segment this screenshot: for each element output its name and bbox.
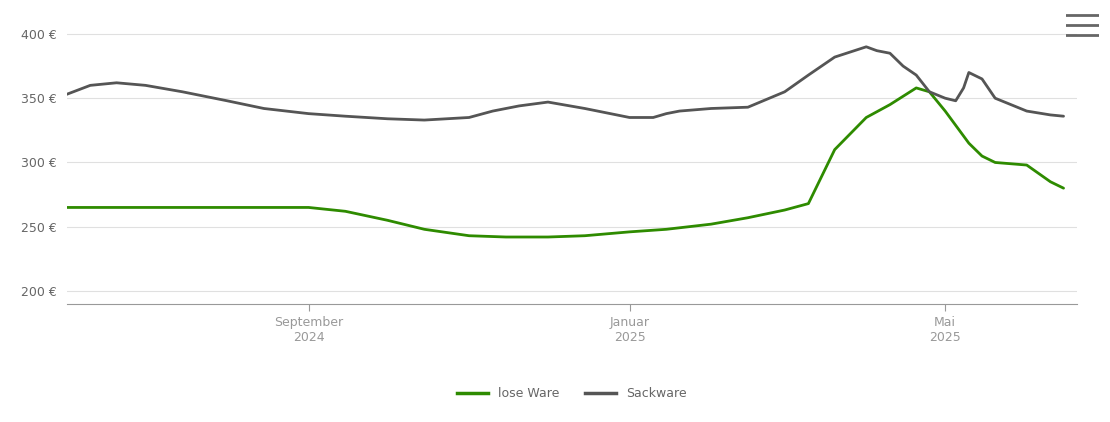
Legend: lose Ware, Sackware: lose Ware, Sackware bbox=[452, 382, 692, 405]
